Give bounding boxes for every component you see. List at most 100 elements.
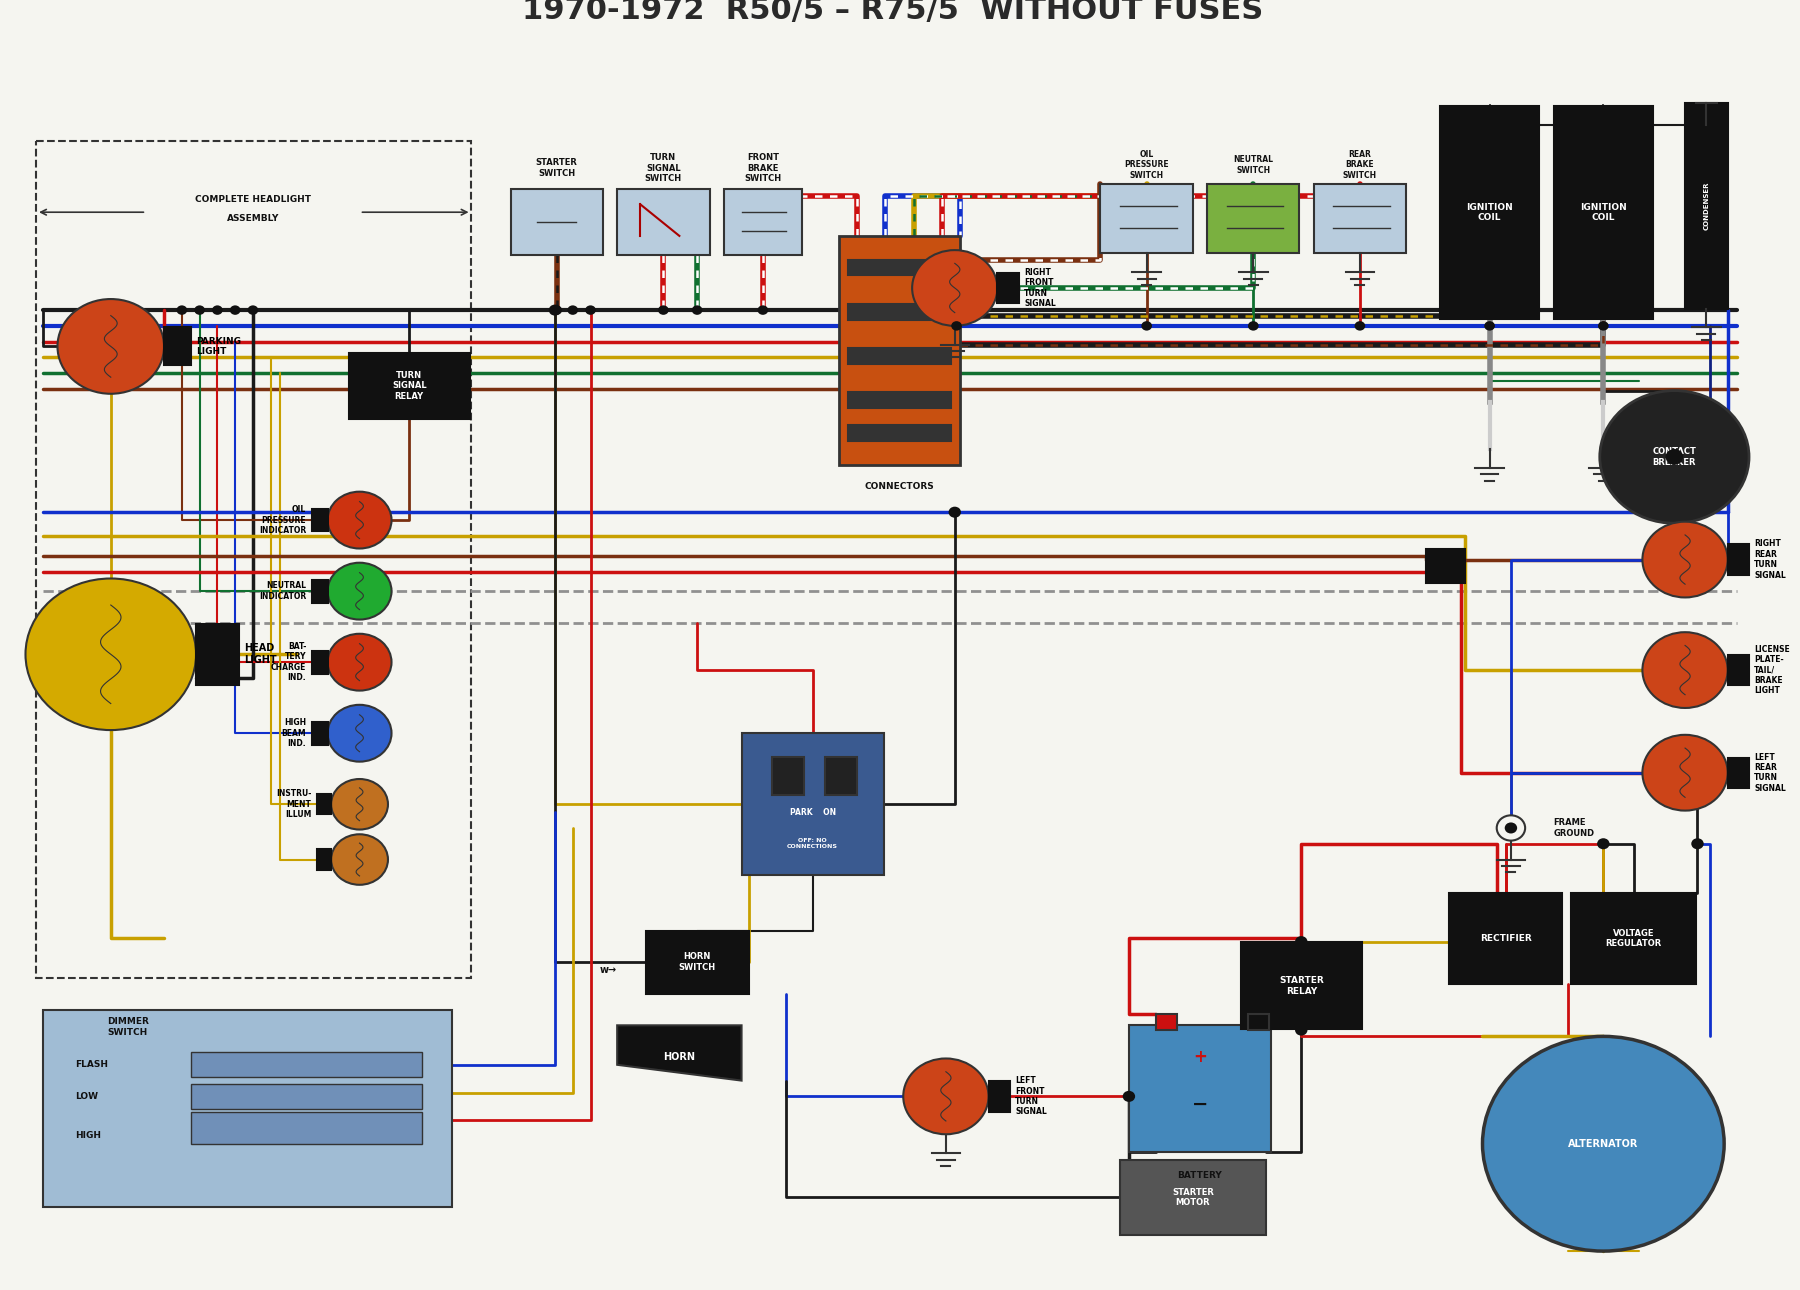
Circle shape — [1505, 823, 1517, 833]
Bar — [1685, 103, 1728, 308]
Bar — [43, 1010, 452, 1207]
Circle shape — [212, 306, 223, 315]
Bar — [1129, 1026, 1271, 1152]
Text: STARTER
MOTOR: STARTER MOTOR — [1172, 1188, 1213, 1207]
Bar — [772, 757, 805, 795]
Bar — [191, 1112, 421, 1144]
Text: CONTACT
BREAKER: CONTACT BREAKER — [1652, 448, 1696, 467]
Text: IGNITION
COIL: IGNITION COIL — [1580, 203, 1627, 222]
Circle shape — [230, 306, 241, 315]
Bar — [1240, 943, 1361, 1029]
Bar — [1449, 893, 1562, 984]
Text: STARTER
SWITCH: STARTER SWITCH — [536, 159, 578, 178]
Bar — [848, 348, 950, 364]
Bar — [311, 579, 328, 602]
Text: CONDENSER: CONDENSER — [1703, 182, 1710, 230]
Circle shape — [328, 633, 392, 690]
Bar — [646, 930, 749, 993]
Circle shape — [1600, 391, 1750, 524]
Circle shape — [331, 835, 389, 885]
Bar — [617, 188, 709, 255]
Circle shape — [328, 562, 392, 619]
Bar — [1156, 1014, 1177, 1029]
Bar — [1571, 893, 1696, 984]
Bar — [848, 426, 950, 441]
Bar — [848, 259, 950, 275]
Text: RIGHT
REAR
TURN
SIGNAL: RIGHT REAR TURN SIGNAL — [1755, 539, 1786, 579]
Bar — [164, 328, 191, 365]
Text: RECTIFIER: RECTIFIER — [1480, 934, 1532, 943]
Circle shape — [913, 250, 997, 326]
Bar — [1440, 106, 1539, 319]
Circle shape — [659, 306, 670, 315]
Circle shape — [58, 299, 164, 393]
Text: CONNECTORS: CONNECTORS — [864, 482, 934, 491]
Text: LOW: LOW — [76, 1091, 99, 1100]
Text: PARK    ON: PARK ON — [790, 808, 835, 817]
Bar — [1728, 544, 1750, 575]
Polygon shape — [617, 1026, 742, 1081]
Circle shape — [1642, 632, 1728, 708]
Bar — [1208, 183, 1300, 253]
Text: OIL
PRESSURE
SWITCH: OIL PRESSURE SWITCH — [1125, 150, 1168, 179]
Circle shape — [25, 578, 196, 730]
Text: LEFT
REAR
TURN
SIGNAL: LEFT REAR TURN SIGNAL — [1755, 752, 1786, 793]
Text: BATTERY: BATTERY — [1177, 1171, 1222, 1180]
Circle shape — [691, 306, 702, 315]
Text: OFF: NO
CONNECTIONS: OFF: NO CONNECTIONS — [787, 838, 839, 849]
Text: w→: w→ — [599, 965, 617, 975]
Circle shape — [176, 306, 187, 315]
Circle shape — [1247, 321, 1258, 330]
Bar — [997, 273, 1019, 303]
Bar — [824, 757, 857, 795]
Bar — [988, 1081, 1010, 1112]
Text: NEUTRAL
SWITCH: NEUTRAL SWITCH — [1233, 155, 1273, 174]
Bar — [311, 508, 328, 531]
Text: −: − — [1192, 1095, 1208, 1113]
Circle shape — [1141, 321, 1152, 330]
Bar — [1553, 106, 1652, 319]
Circle shape — [1665, 449, 1683, 464]
Text: FRONT
BRAKE
SWITCH: FRONT BRAKE SWITCH — [745, 154, 781, 183]
Text: NEUTRAL
INDICATOR: NEUTRAL INDICATOR — [259, 582, 306, 601]
Text: INSTRU-
MENT
ILLUM: INSTRU- MENT ILLUM — [275, 789, 311, 819]
Bar — [839, 236, 959, 464]
Bar — [196, 624, 239, 685]
Bar — [191, 1084, 421, 1109]
Circle shape — [949, 507, 961, 517]
Circle shape — [194, 306, 205, 315]
Circle shape — [331, 779, 389, 829]
Circle shape — [1355, 321, 1364, 330]
Text: HORN
SWITCH: HORN SWITCH — [679, 952, 716, 971]
Text: OIL
PRESSURE
INDICATOR: OIL PRESSURE INDICATOR — [259, 506, 306, 535]
Bar — [1728, 655, 1750, 685]
Text: HIGH
BEAM
IND.: HIGH BEAM IND. — [281, 719, 306, 748]
Circle shape — [1294, 1024, 1307, 1036]
Circle shape — [549, 306, 560, 315]
Circle shape — [1498, 815, 1525, 841]
Bar — [848, 303, 950, 320]
Text: LICENSE
PLATE-
TAIL/
BRAKE
LIGHT: LICENSE PLATE- TAIL/ BRAKE LIGHT — [1755, 645, 1791, 695]
Circle shape — [1642, 735, 1728, 810]
Circle shape — [567, 306, 578, 315]
Text: HEAD
LIGHT: HEAD LIGHT — [245, 644, 277, 666]
Circle shape — [758, 306, 769, 315]
Text: VOLTAGE
REGULATOR: VOLTAGE REGULATOR — [1606, 929, 1661, 948]
Bar — [742, 733, 884, 876]
Circle shape — [904, 1059, 988, 1134]
Text: ALTERNATOR: ALTERNATOR — [1568, 1139, 1638, 1148]
Bar — [1120, 1160, 1265, 1236]
Text: TURN
SIGNAL
SWITCH: TURN SIGNAL SWITCH — [644, 154, 682, 183]
Circle shape — [1294, 937, 1307, 947]
Bar — [724, 188, 803, 255]
Text: ASSEMBLY: ASSEMBLY — [227, 214, 279, 223]
Text: FLASH: FLASH — [76, 1060, 108, 1069]
Text: RIGHT
FRONT
TURN
SIGNAL: RIGHT FRONT TURN SIGNAL — [1024, 268, 1057, 308]
Text: LEFT
FRONT
TURN
SIGNAL: LEFT FRONT TURN SIGNAL — [1015, 1076, 1048, 1116]
Bar — [1247, 1014, 1269, 1029]
Circle shape — [1642, 521, 1728, 597]
Text: 1970-1972  R50/5 – R75/5  WITHOUT FUSES: 1970-1972 R50/5 – R75/5 WITHOUT FUSES — [522, 0, 1264, 25]
Bar — [1426, 548, 1465, 583]
Text: STARTER
RELAY: STARTER RELAY — [1278, 977, 1323, 996]
Circle shape — [1123, 1091, 1136, 1102]
